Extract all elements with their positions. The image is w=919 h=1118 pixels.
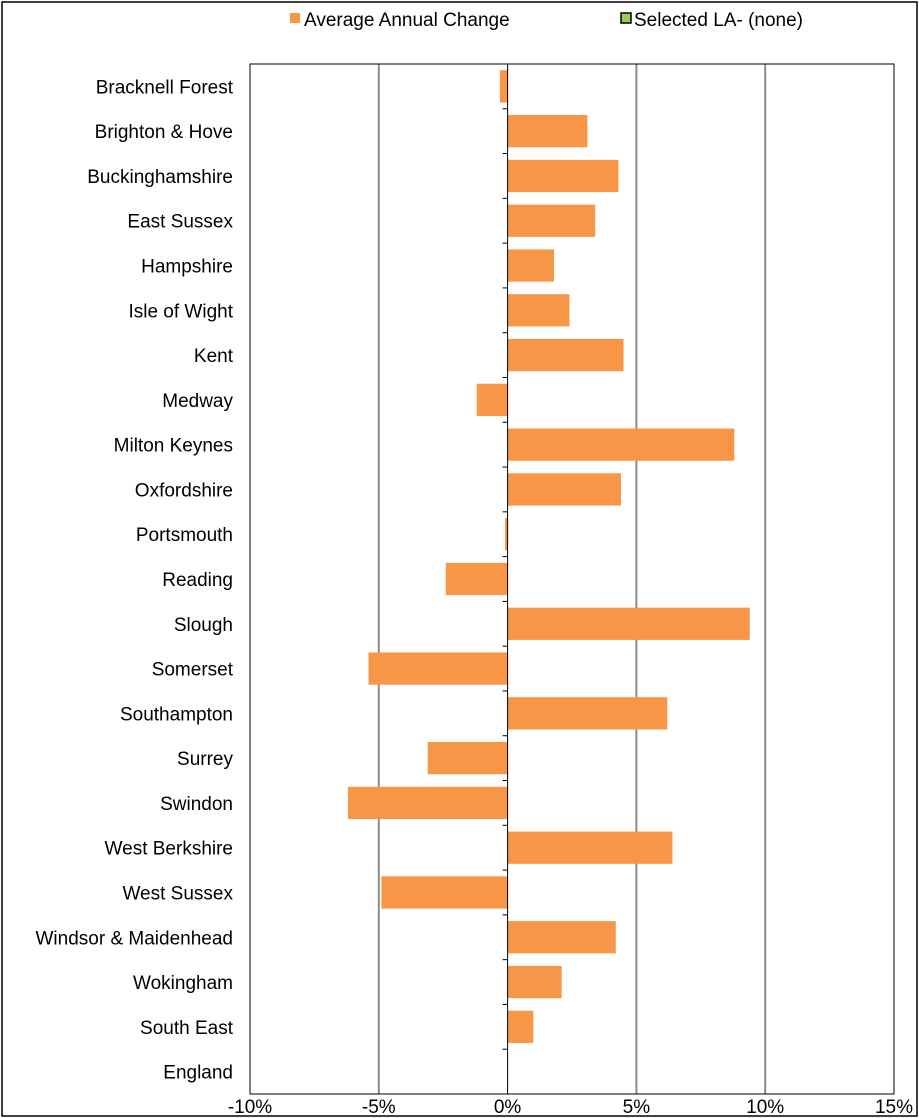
bar [507, 428, 735, 461]
bar [507, 965, 562, 999]
bar [507, 204, 596, 237]
legend: Average Annual Change Selected LA- (none… [290, 10, 803, 31]
category-label: Surrey [177, 749, 233, 770]
legend-item-2: Selected LA- (none) [620, 10, 803, 31]
x-tick-label: -5% [362, 1097, 396, 1118]
x-tick-label: 15% [875, 1097, 913, 1118]
legend-swatch-1 [290, 13, 300, 23]
bar [507, 294, 570, 327]
category-label: Milton Keynes [114, 436, 233, 457]
bar [507, 338, 624, 372]
legend-item-1: Average Annual Change [290, 10, 510, 31]
category-label: Windsor & Maidenhead [36, 928, 234, 949]
bar [507, 115, 588, 148]
bar [476, 383, 508, 416]
bar [507, 1010, 534, 1043]
category-label: Southampton [120, 704, 233, 725]
gridlines [377, 64, 767, 1094]
bar [507, 921, 616, 954]
bars [347, 70, 750, 1043]
category-label: Brighton & Hove [95, 122, 233, 143]
x-tick-label: 5% [623, 1097, 651, 1118]
category-label: Wokingham [133, 973, 233, 994]
category-label: South East [140, 1018, 234, 1039]
category-label: Bracknell Forest [96, 77, 234, 98]
bar [368, 652, 508, 685]
bar [381, 876, 508, 909]
category-label: Portsmouth [136, 525, 233, 546]
bar [507, 697, 668, 730]
category-label: Oxfordshire [135, 480, 233, 501]
bar [507, 249, 554, 282]
category-label: England [163, 1063, 233, 1084]
category-label: Slough [174, 615, 233, 636]
category-label: Reading [162, 570, 233, 591]
legend-label-1: Average Annual Change [304, 10, 510, 31]
category-label: East Sussex [127, 212, 233, 233]
bar [347, 786, 508, 820]
category-label: Hampshire [141, 257, 233, 278]
bar [427, 742, 508, 775]
category-label: Kent [194, 346, 234, 367]
x-tick-label: -10% [228, 1097, 272, 1118]
bar [505, 518, 508, 551]
category-labels: Bracknell Forest Brighton & Hove Buckingha… [36, 77, 234, 1083]
bar [507, 831, 673, 864]
category-label: Swindon [160, 794, 233, 815]
value-axis-labels: -10% -5% 0% 5% 10% 15% [228, 1097, 913, 1118]
category-label: Somerset [152, 660, 234, 681]
bar [507, 607, 750, 640]
x-tick-label: 10% [746, 1097, 784, 1118]
bar [445, 562, 508, 596]
category-label: Isle of Wight [128, 301, 233, 322]
plot-area [249, 63, 895, 1095]
bar [507, 473, 621, 506]
category-label: Buckinghamshire [87, 167, 233, 188]
legend-swatch-2 [620, 12, 632, 24]
category-axis [502, 63, 509, 1095]
x-tick-label: 0% [494, 1097, 522, 1118]
category-label: Medway [162, 391, 233, 412]
category-label: West Sussex [122, 883, 233, 904]
legend-label-2: Selected LA- (none) [634, 10, 803, 31]
bar [499, 70, 508, 103]
category-label: West Berkshire [105, 839, 233, 860]
bar [507, 159, 619, 193]
